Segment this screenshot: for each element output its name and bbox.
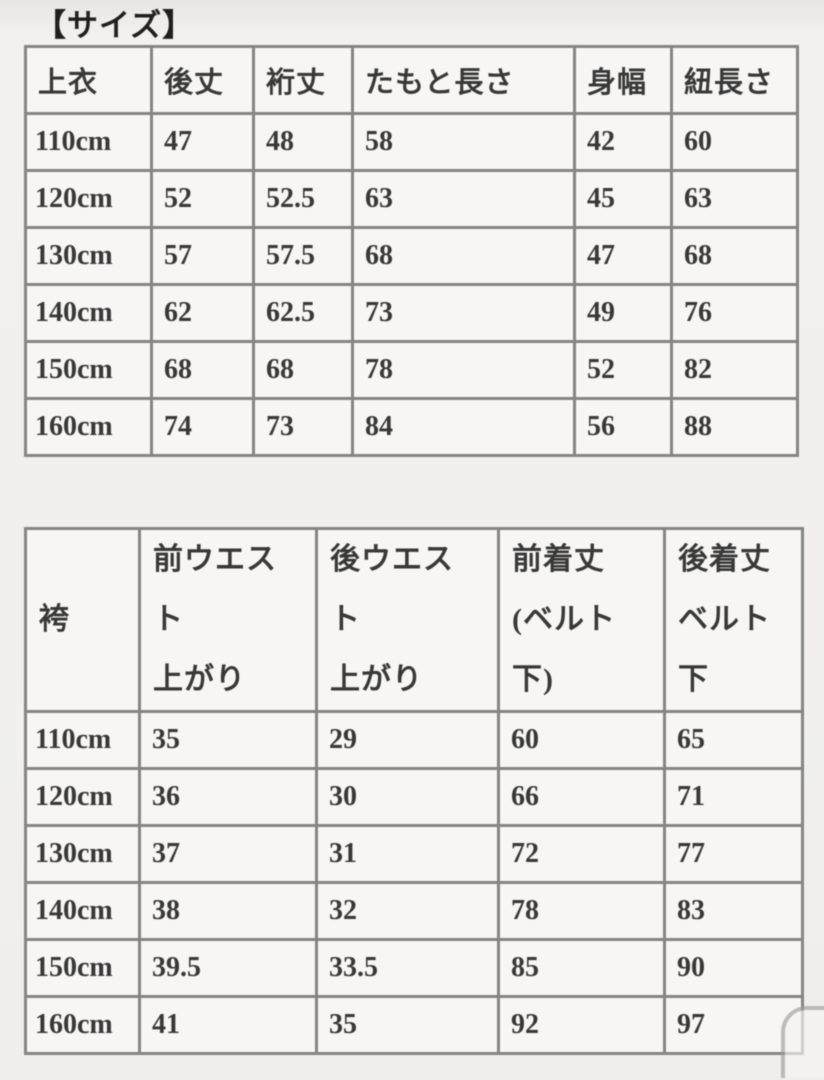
value-cell: 56 xyxy=(573,397,673,457)
value-cell: 74 xyxy=(150,397,255,457)
table-row: 120cm 36 30 66 71 xyxy=(24,767,804,827)
table-row: 150cm 39.5 33.5 85 90 xyxy=(24,938,804,998)
table-header-row: 袴 前ウエス ト 上がり 後ウエス ト 上がり 前着丈 (ベルト 下) 後着丈 … xyxy=(24,527,804,713)
table-row: 130cm 57 57.5 68 47 68 xyxy=(24,226,799,286)
value-cell: 58 xyxy=(351,112,576,172)
value-cell: 47 xyxy=(573,226,673,286)
value-cell: 32 xyxy=(315,881,500,941)
value-cell: 78 xyxy=(351,340,576,400)
table-row: 160cm 74 73 84 56 88 xyxy=(24,397,799,457)
table-row: 140cm 62 62.5 73 49 76 xyxy=(24,283,799,343)
value-cell: 88 xyxy=(670,397,799,457)
value-cell: 63 xyxy=(670,169,799,229)
header-cell-back-waist: 後ウエス ト 上がり xyxy=(315,527,500,713)
value-cell: 38 xyxy=(138,881,318,941)
value-cell: 42 xyxy=(573,112,673,172)
photo-corner-artifact xyxy=(781,1006,824,1078)
value-cell: 52 xyxy=(573,340,673,400)
table-row: 140cm 38 32 78 83 xyxy=(24,881,804,941)
value-cell: 62 xyxy=(150,283,255,343)
page-title: 【サイズ】 xyxy=(35,8,195,43)
size-label: 130cm xyxy=(24,226,153,286)
value-cell: 35 xyxy=(138,710,318,770)
header-cell-cord-length: 紐長さ xyxy=(670,45,799,115)
size-label: 120cm xyxy=(24,767,141,827)
value-cell: 73 xyxy=(351,283,576,343)
value-cell: 68 xyxy=(252,340,354,400)
value-cell: 68 xyxy=(351,226,576,286)
size-label: 160cm xyxy=(24,397,153,457)
value-cell: 72 xyxy=(497,824,666,884)
value-cell: 57.5 xyxy=(252,226,354,286)
table-row: 110cm 35 29 60 65 xyxy=(24,710,804,770)
size-label: 140cm xyxy=(24,283,153,343)
value-cell: 71 xyxy=(663,767,804,827)
value-cell: 77 xyxy=(663,824,804,884)
value-cell: 97 xyxy=(663,995,804,1055)
header-cell-body-width: 身幅 xyxy=(573,45,673,115)
value-cell: 85 xyxy=(497,938,666,998)
value-cell: 41 xyxy=(138,995,318,1055)
header-cell-front-waist: 前ウエス ト 上がり xyxy=(138,527,318,713)
value-cell: 76 xyxy=(670,283,799,343)
value-cell: 68 xyxy=(670,226,799,286)
value-cell: 33.5 xyxy=(315,938,500,998)
value-cell: 83 xyxy=(663,881,804,941)
value-cell: 29 xyxy=(315,710,500,770)
value-cell: 52.5 xyxy=(252,169,354,229)
top-garment-size-table: 上衣 後丈 裄丈 たもと長さ 身幅 紐長さ 110cm 47 48 58 42 … xyxy=(24,45,799,457)
value-cell: 35 xyxy=(315,995,500,1055)
value-cell: 68 xyxy=(150,340,255,400)
size-label: 120cm xyxy=(24,169,153,229)
table-row: 120cm 52 52.5 63 45 63 xyxy=(24,169,799,229)
header-cell-front-length: 前着丈 (ベルト 下) xyxy=(497,527,666,713)
value-cell: 36 xyxy=(138,767,318,827)
value-cell: 37 xyxy=(138,824,318,884)
value-cell: 45 xyxy=(573,169,673,229)
value-cell: 90 xyxy=(663,938,804,998)
size-label: 150cm xyxy=(24,938,141,998)
value-cell: 66 xyxy=(497,767,666,827)
value-cell: 84 xyxy=(351,397,576,457)
value-cell: 78 xyxy=(497,881,666,941)
hakama-size-table: 袴 前ウエス ト 上がり 後ウエス ト 上がり 前着丈 (ベルト 下) 後着丈 … xyxy=(24,527,804,1055)
value-cell: 60 xyxy=(670,112,799,172)
size-label: 160cm xyxy=(24,995,141,1055)
size-label: 110cm xyxy=(24,710,141,770)
value-cell: 62.5 xyxy=(252,283,354,343)
value-cell: 73 xyxy=(252,397,354,457)
table-header-row: 上衣 後丈 裄丈 たもと長さ 身幅 紐長さ xyxy=(24,45,799,115)
value-cell: 60 xyxy=(497,710,666,770)
value-cell: 52 xyxy=(150,169,255,229)
value-cell: 65 xyxy=(663,710,804,770)
value-cell: 63 xyxy=(351,169,576,229)
header-cell-hakama: 袴 xyxy=(24,527,141,713)
header-cell-top-garment: 上衣 xyxy=(24,45,153,115)
value-cell: 49 xyxy=(573,283,673,343)
table-row: 160cm 41 35 92 97 xyxy=(24,995,804,1055)
table-row: 150cm 68 68 78 52 82 xyxy=(24,340,799,400)
value-cell: 92 xyxy=(497,995,666,1055)
header-cell-sleeve-length: 裄丈 xyxy=(252,45,354,115)
table-row: 110cm 47 48 58 42 60 xyxy=(24,112,799,172)
size-label: 150cm xyxy=(24,340,153,400)
value-cell: 82 xyxy=(670,340,799,400)
value-cell: 57 xyxy=(150,226,255,286)
size-label: 140cm xyxy=(24,881,141,941)
size-label: 110cm xyxy=(24,112,153,172)
value-cell: 31 xyxy=(315,824,500,884)
size-label: 130cm xyxy=(24,824,141,884)
header-cell-back-length: 後丈 xyxy=(150,45,255,115)
value-cell: 30 xyxy=(315,767,500,827)
value-cell: 39.5 xyxy=(138,938,318,998)
header-cell-tamoto-length: たもと長さ xyxy=(351,45,576,115)
table-row: 130cm 37 31 72 77 xyxy=(24,824,804,884)
value-cell: 48 xyxy=(252,112,354,172)
header-cell-back-length: 後着丈 ベルト 下 xyxy=(663,527,804,713)
value-cell: 47 xyxy=(150,112,255,172)
